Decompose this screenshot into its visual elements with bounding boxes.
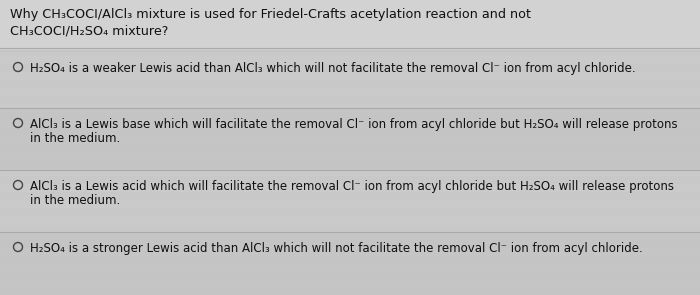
Bar [0, 32, 700, 40]
Text: H₂SO₄ is a weaker Lewis acid than AlCl₃ which will not facilitate the removal Cl: H₂SO₄ is a weaker Lewis acid than AlCl₃ … [29, 62, 635, 75]
Bar [0, 52, 700, 108]
Bar [0, 224, 700, 232]
Bar [0, 108, 700, 170]
Bar [0, 272, 700, 280]
Bar [0, 144, 700, 152]
Bar [0, 170, 700, 232]
Text: in the medium.: in the medium. [29, 132, 120, 145]
Bar [0, 240, 700, 248]
Text: in the medium.: in the medium. [29, 194, 120, 207]
Text: H₂SO₄ is a stronger Lewis acid than AlCl₃ which will not facilitate the removal : H₂SO₄ is a stronger Lewis acid than AlCl… [29, 242, 643, 255]
Bar [0, 0, 700, 8]
Text: Why CH₃COCI/AlCl₃ mixture is used for Friedel-Crafts acetylation reaction and no: Why CH₃COCI/AlCl₃ mixture is used for Fr… [10, 8, 531, 21]
Bar [0, 96, 700, 104]
Bar [0, 256, 700, 264]
Bar [0, 208, 700, 216]
Bar [0, 176, 700, 184]
Bar [0, 16, 700, 24]
Text: AlCl₃ is a Lewis acid which will facilitate the removal Cl⁻ ion from acyl chlori: AlCl₃ is a Lewis acid which will facilit… [29, 180, 673, 193]
Text: CH₃COCI/H₂SO₄ mixture?: CH₃COCI/H₂SO₄ mixture? [10, 24, 169, 37]
Bar [0, 80, 700, 88]
Bar [0, 128, 700, 136]
Bar [0, 232, 700, 295]
Text: AlCl₃ is a Lewis base which will facilitate the removal Cl⁻ ion from acyl chlori: AlCl₃ is a Lewis base which will facilit… [29, 118, 677, 131]
Bar [0, 160, 700, 168]
Bar [0, 48, 700, 56]
Bar [0, 192, 700, 200]
Bar [0, 64, 700, 72]
Bar [0, 0, 700, 50]
Bar [0, 112, 700, 120]
Bar [0, 288, 700, 295]
